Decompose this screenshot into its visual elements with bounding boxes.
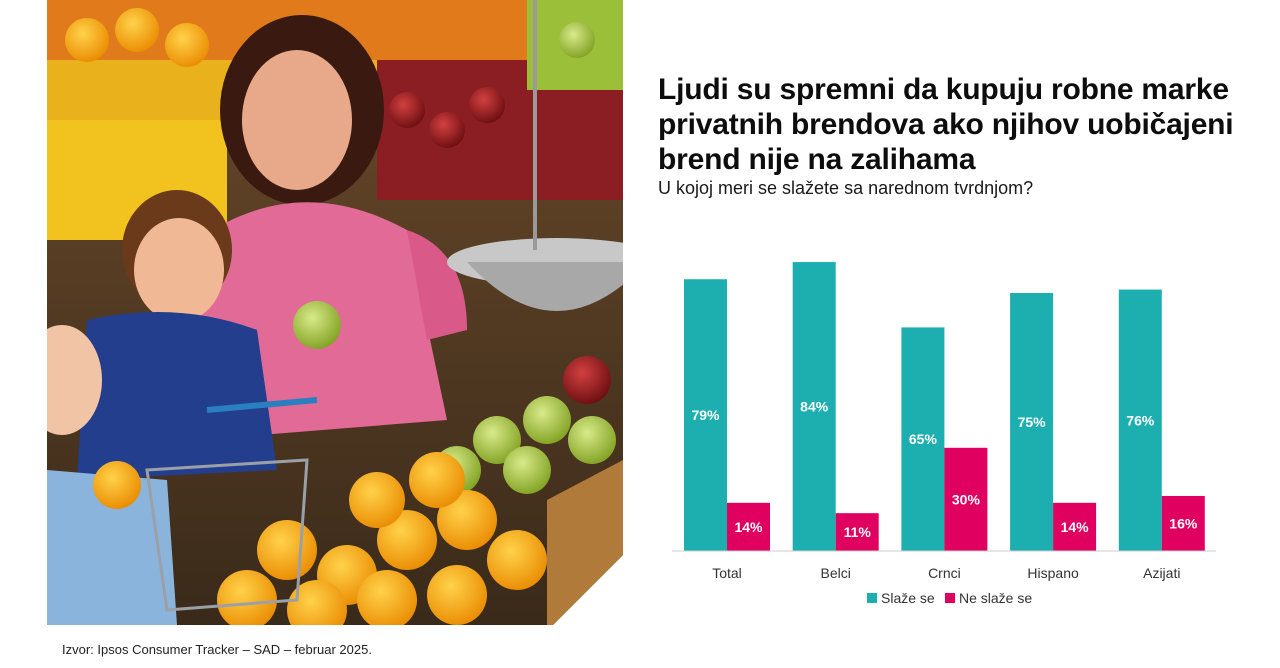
x-tick-label-crnci: Crnci — [928, 565, 961, 581]
x-tick-label-hispano: Hispano — [1027, 565, 1079, 581]
legend: Slaže se Ne slaže se — [867, 590, 1032, 606]
x-tick-label-belci: Belci — [821, 565, 851, 581]
chart-bars: 79% 14% 84% 11% 65% 30% 75% 14% 76% 16% — [684, 262, 1205, 551]
x-axis-labels: Total Belci Crnci Hispano Azijati — [712, 565, 1180, 581]
bar-disagree-total — [727, 502, 770, 551]
bar-disagree-belci — [835, 513, 879, 551]
legend-swatch-disagree — [945, 593, 955, 603]
data-label-agree-total: 79% — [691, 407, 720, 423]
chart-title: Ljudi su spremni da kupuju robne marke p… — [658, 73, 1234, 176]
x-tick-label-azijati: Azijati — [1143, 565, 1180, 581]
legend-swatch-agree — [867, 593, 877, 603]
legend-label-disagree: Ne slaže se — [959, 590, 1032, 606]
data-label-agree-crnci: 65% — [909, 431, 938, 447]
bar-agree-hispano — [1010, 293, 1054, 551]
bar-disagree-azijati — [1161, 495, 1205, 551]
data-label-disagree-azijati: 16% — [1169, 515, 1198, 531]
chart-subtitle: U kojoj meri se slažete sa narednom tvrd… — [658, 178, 1034, 198]
bar-agree-belci — [792, 262, 836, 551]
bar-chart: 79% 14% 84% 11% 65% 30% 75% 14% 76% 16% Total Belc… — [672, 262, 1216, 606]
data-label-disagree-hispano: 14% — [1061, 519, 1090, 535]
bar-agree-total — [684, 279, 727, 551]
data-label-disagree-belci: 11% — [844, 524, 872, 540]
legend-label-agree: Slaže se — [881, 590, 935, 606]
source-note: Izvor: Ipsos Consumer Tracker – SAD – fe… — [62, 642, 372, 657]
data-label-disagree-crnci: 30% — [952, 491, 981, 507]
x-tick-label-total: Total — [712, 565, 742, 581]
bar-disagree-hispano — [1053, 502, 1097, 551]
bar-agree-azijati — [1118, 289, 1162, 551]
bar-agree-crnci — [901, 327, 945, 551]
data-label-disagree-total: 14% — [734, 519, 763, 535]
data-label-agree-belci: 84% — [800, 399, 829, 415]
data-label-agree-hispano: 75% — [1018, 414, 1047, 430]
shopper-photo — [47, 0, 623, 625]
data-label-agree-azijati: 76% — [1126, 412, 1155, 428]
bar-disagree-crnci — [944, 447, 988, 551]
